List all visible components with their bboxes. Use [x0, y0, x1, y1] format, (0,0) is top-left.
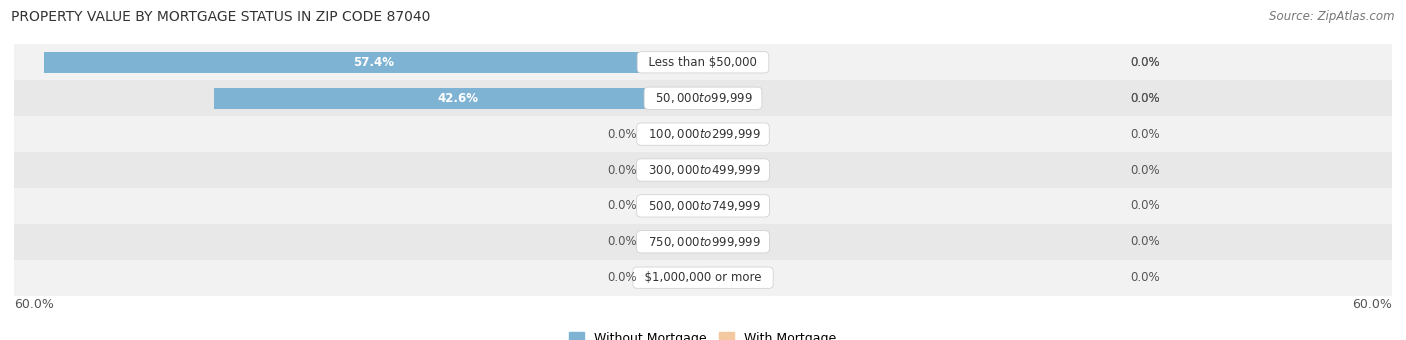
Text: $1,000,000 or more: $1,000,000 or more — [637, 271, 769, 284]
Text: PROPERTY VALUE BY MORTGAGE STATUS IN ZIP CODE 87040: PROPERTY VALUE BY MORTGAGE STATUS IN ZIP… — [11, 10, 430, 24]
Text: 0.0%: 0.0% — [607, 199, 637, 212]
Bar — [645, 231, 703, 252]
Text: $750,000 to $999,999: $750,000 to $999,999 — [641, 235, 765, 249]
Bar — [14, 188, 1392, 224]
Text: $50,000 to $99,999: $50,000 to $99,999 — [648, 91, 758, 105]
Text: 0.0%: 0.0% — [1130, 92, 1160, 105]
Bar — [645, 159, 703, 181]
Text: $100,000 to $299,999: $100,000 to $299,999 — [641, 127, 765, 141]
Text: 57.4%: 57.4% — [353, 56, 394, 69]
Bar — [14, 116, 1392, 152]
Text: 0.0%: 0.0% — [607, 164, 637, 176]
Text: 0.0%: 0.0% — [607, 271, 637, 284]
Bar — [44, 52, 703, 73]
Text: 0.0%: 0.0% — [1130, 235, 1160, 248]
Bar — [703, 52, 761, 73]
Text: Less than $50,000: Less than $50,000 — [641, 56, 765, 69]
Bar — [214, 88, 703, 109]
Text: $300,000 to $499,999: $300,000 to $499,999 — [641, 163, 765, 177]
Text: 0.0%: 0.0% — [1130, 56, 1160, 69]
Legend: Without Mortgage, With Mortgage: Without Mortgage, With Mortgage — [564, 327, 842, 340]
Bar — [14, 45, 1392, 80]
Bar — [14, 80, 1392, 116]
Text: 0.0%: 0.0% — [1130, 56, 1160, 69]
Text: $500,000 to $749,999: $500,000 to $749,999 — [641, 199, 765, 213]
Text: 0.0%: 0.0% — [1130, 271, 1160, 284]
Bar — [703, 159, 761, 181]
Bar — [703, 52, 761, 73]
Bar — [703, 267, 761, 288]
Text: 0.0%: 0.0% — [607, 235, 637, 248]
Text: 0.0%: 0.0% — [1130, 92, 1160, 105]
Bar — [703, 231, 761, 252]
Bar — [703, 124, 761, 144]
Text: 42.6%: 42.6% — [437, 92, 479, 105]
Text: 0.0%: 0.0% — [607, 128, 637, 141]
Bar — [645, 124, 703, 144]
Text: 60.0%: 60.0% — [1353, 299, 1392, 311]
Text: 60.0%: 60.0% — [14, 299, 53, 311]
Text: 0.0%: 0.0% — [1130, 128, 1160, 141]
Text: 0.0%: 0.0% — [1130, 164, 1160, 176]
Bar — [703, 88, 761, 109]
Text: 0.0%: 0.0% — [1130, 199, 1160, 212]
Bar — [14, 224, 1392, 260]
Bar — [645, 267, 703, 288]
Bar — [703, 88, 761, 109]
Bar — [14, 152, 1392, 188]
Text: Source: ZipAtlas.com: Source: ZipAtlas.com — [1270, 10, 1395, 23]
Bar — [14, 260, 1392, 295]
Bar — [645, 195, 703, 216]
Bar — [703, 195, 761, 216]
